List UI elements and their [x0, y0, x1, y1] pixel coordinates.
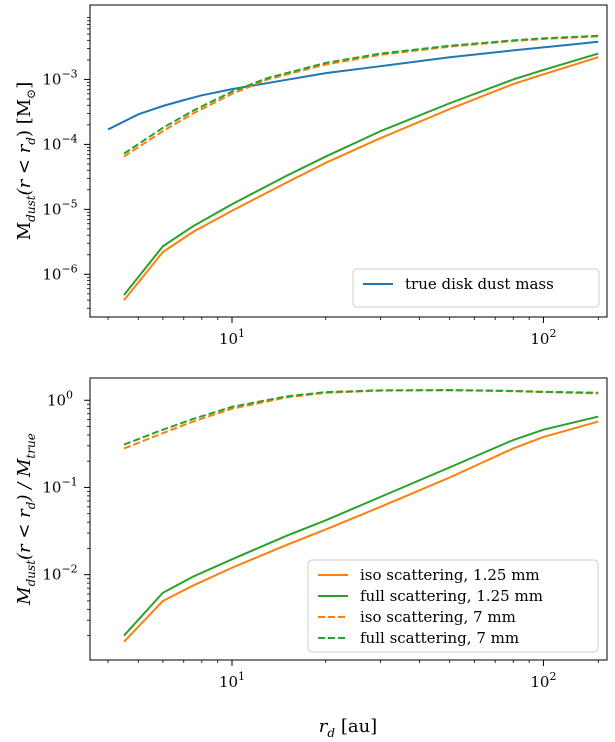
legend-label: iso scattering, 1.25 mm [360, 566, 540, 584]
plot-frame [89, 4, 608, 318]
legend-label: iso scattering, 7 mm [360, 608, 516, 626]
tick-label: 101 [219, 670, 245, 691]
tick-label: 102 [530, 327, 556, 348]
tick-label: 10−4 [42, 132, 77, 153]
legend-label: full scattering, 7 mm [360, 629, 519, 647]
y-axis-label: Mdust(r < rd) / Mtrue [14, 433, 38, 606]
plot-frame [89, 377, 608, 661]
series-line [123, 34, 599, 155]
axes-ticks: 101 102 10−6 10−5 10−4 10−3 [42, 17, 599, 348]
y-axis-label: Mdust(r < rd) [M⊙] [14, 82, 38, 241]
legend-label: full scattering, 1.25 mm [360, 587, 543, 605]
series-line [123, 52, 599, 296]
series-group [123, 389, 599, 643]
series-line [123, 389, 599, 446]
series-line [123, 415, 599, 637]
series-line [123, 420, 599, 643]
series-group [107, 34, 599, 301]
tick-label: 10−3 [42, 67, 77, 88]
legend: true disk dust mass [352, 268, 600, 308]
series-line [107, 40, 599, 131]
tick-label: 10−6 [42, 262, 77, 283]
legend: iso scattering, 1.25 mm full scattering, … [307, 559, 599, 653]
tick-label: 100 [47, 388, 73, 409]
series-line [123, 389, 599, 450]
tick-label: 101 [219, 327, 245, 348]
axes-ticks: 101 102 10−2 10−1 100 [42, 388, 599, 691]
legend-label: true disk dust mass [405, 275, 554, 293]
series-line [123, 56, 599, 301]
legend-box [307, 559, 599, 653]
x-axis-label: rd [au] [319, 716, 377, 740]
tick-label: 10−1 [42, 475, 77, 496]
tick-label: 102 [530, 670, 556, 691]
tick-label: 10−2 [42, 563, 77, 584]
tick-label: 10−5 [42, 197, 77, 218]
panel-top: 101 102 10−6 10−5 10−4 10−3 Mdust(r < rd) [M⊙… [14, 4, 608, 348]
legend-box [352, 268, 600, 308]
